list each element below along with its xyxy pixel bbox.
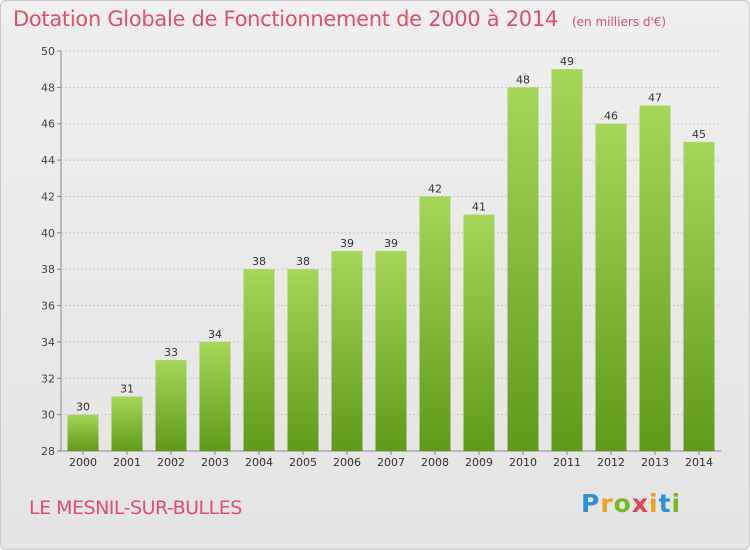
y-tick-label: 48 [41,81,55,94]
y-tick-label: 46 [41,118,55,131]
bar [463,214,495,451]
x-tick-label: 2010 [509,456,537,469]
y-tick-label: 28 [41,445,55,458]
x-tick-label: 2006 [333,456,361,469]
y-tick-label: 32 [41,372,55,385]
proxiti-logo: Proxiti [581,489,681,518]
y-tick-label: 36 [41,300,55,313]
bar [507,87,539,451]
logo-letter: x [631,489,649,518]
x-tick-label: 2008 [421,456,449,469]
y-tick-label: 40 [41,227,55,240]
x-tick-label: 2012 [597,456,625,469]
data-label: 38 [252,255,266,268]
x-tick-label: 2007 [377,456,405,469]
x-tick-label: 2013 [641,456,669,469]
bar [243,269,275,451]
data-label: 33 [164,346,178,359]
y-tick-label: 44 [41,154,55,167]
x-tick-label: 2005 [289,456,317,469]
data-label: 34 [208,328,222,341]
logo-letter: i [671,489,682,518]
y-tick-label: 50 [41,45,55,58]
bar [111,396,143,451]
labels: 28 30 32 34 36 38 40 42 44 46 48 50 30 2000 31 2001 33 20… [41,45,713,469]
logo-letter: t [658,489,672,518]
data-label: 42 [428,182,442,195]
x-tick-label: 2014 [685,456,713,469]
data-label: 30 [76,401,90,414]
chart-title: Dotation Globale de Fonctionnement de 20… [13,7,666,31]
bar [331,251,363,451]
commune-name: LE MESNIL-SUR-BULLES [29,497,242,519]
bar [595,123,627,452]
logo-letter: i [649,489,659,518]
chart-unit: (en milliers d'€) [571,15,667,29]
data-label: 49 [560,55,574,68]
logo-letter: o [613,489,632,518]
y-tick-label: 38 [41,263,55,276]
data-label: 48 [516,73,530,86]
data-label: 46 [604,110,618,123]
bar [67,414,99,451]
data-label: 45 [692,128,706,141]
data-label: 31 [120,382,134,395]
x-tick-label: 2009 [465,456,493,469]
x-tick-label: 2002 [157,456,185,469]
x-tick-label: 2003 [201,456,229,469]
bar [639,105,671,451]
logo-letter: r [600,489,614,518]
bar [287,269,319,451]
bar [683,141,715,451]
data-label: 41 [472,201,486,214]
x-tick-label: 2004 [245,456,273,469]
y-tick-label: 30 [41,409,55,422]
chart-title-text: Dotation Globale de Fonctionnement de 20… [13,7,558,31]
x-tick-label: 2000 [69,456,97,469]
x-tick-label: 2001 [113,456,141,469]
data-label: 47 [648,92,662,105]
y-tick-label: 34 [41,336,55,349]
bar [375,251,407,451]
y-tick-label: 42 [41,190,55,203]
x-tick-label: 2011 [553,456,581,469]
data-label: 39 [384,237,398,250]
data-label: 38 [296,255,310,268]
logo-letter: P [581,489,601,518]
bar [551,69,583,451]
bar [199,341,231,451]
bar [419,196,451,451]
bars [67,69,715,452]
data-label: 39 [340,237,354,250]
bar [155,360,187,451]
